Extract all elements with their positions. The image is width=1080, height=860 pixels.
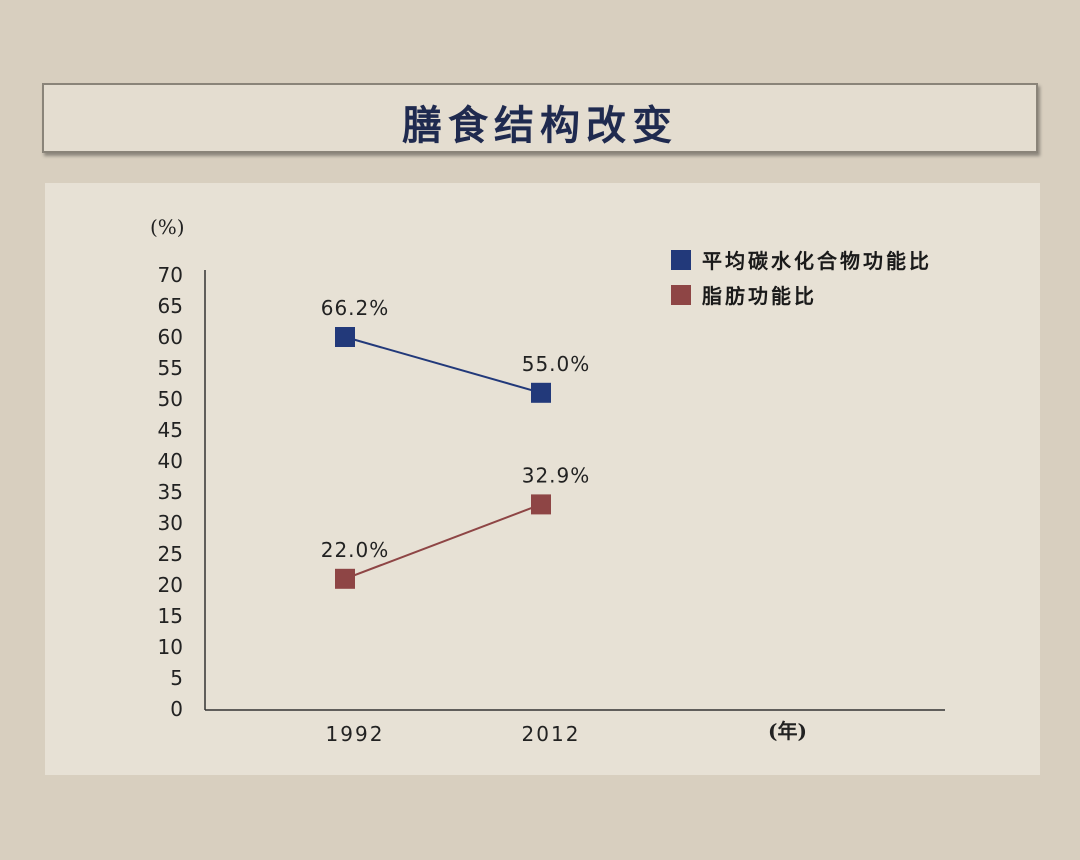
x-axis-label: (年) (768, 719, 807, 743)
y-tick-label: 65 (158, 294, 183, 318)
y-tick-label: 60 (158, 325, 183, 349)
series-line-1 (344, 503, 542, 580)
x-tick-label: 2012 (522, 722, 581, 746)
legend-swatch (671, 250, 691, 270)
y-tick-label: 25 (158, 542, 183, 566)
legend-label: 平均碳水化合物功能比 (702, 249, 932, 273)
data-label: 55.0% (522, 352, 591, 376)
data-point (531, 382, 551, 403)
data-point (335, 327, 355, 347)
y-tick-label: 30 (158, 511, 183, 535)
y-tick-label: 0 (170, 697, 183, 721)
y-tick-label: 70 (158, 263, 183, 287)
y-tick-label: 5 (170, 666, 183, 690)
legend-swatch (671, 285, 691, 305)
y-tick-label: 50 (158, 387, 183, 411)
y-tick-label: 15 (158, 604, 183, 628)
series-line-0 (344, 336, 542, 394)
data-label: 66.2% (321, 296, 390, 320)
legend-label: 脂肪功能比 (702, 284, 817, 308)
x-tick-label: 1992 (326, 722, 385, 746)
y-tick-label: 20 (158, 573, 183, 597)
data-label: 32.9% (522, 463, 591, 487)
y-axis-label: (%) (150, 215, 185, 239)
data-point (335, 568, 355, 589)
y-tick-label: 35 (158, 480, 183, 504)
y-tick-label: 10 (158, 635, 183, 659)
title-banner: 膳食结构改变 (42, 83, 1038, 153)
data-point (531, 494, 551, 515)
y-tick-label: 45 (158, 418, 183, 442)
y-tick-label: 55 (158, 356, 183, 380)
data-label: 22.0% (321, 538, 390, 562)
chart-panel (45, 183, 1040, 775)
page-title: 膳食结构改变 (402, 102, 678, 149)
y-tick-label: 40 (158, 449, 183, 473)
